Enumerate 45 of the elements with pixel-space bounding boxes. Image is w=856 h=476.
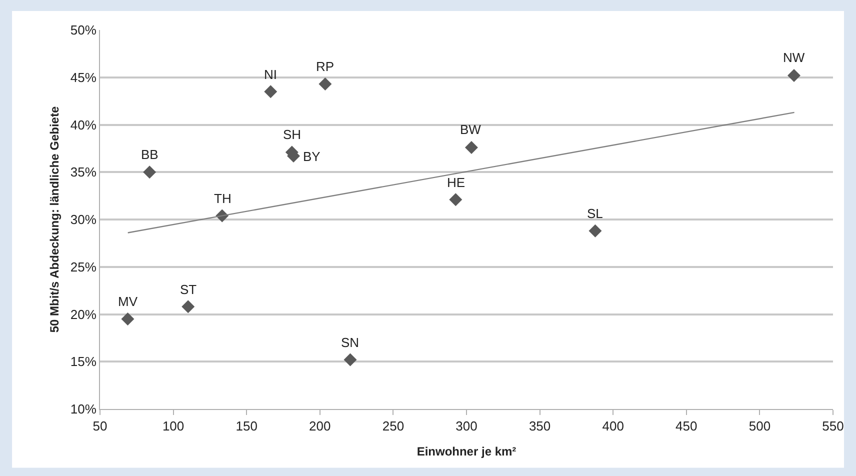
y-tick-label: 35% [70, 164, 97, 180]
x-tick-label: 450 [676, 418, 698, 434]
y-tick-label: 20% [70, 306, 97, 322]
point [264, 85, 278, 98]
x-tick-label: 150 [236, 418, 258, 434]
annotation: BW [460, 122, 482, 137]
point [121, 312, 134, 326]
y-tick-label: 45% [70, 70, 97, 85]
point [449, 193, 462, 206]
y-axis-title: 50 Mbit/s Abdeckung: ländliche Gebiete [48, 106, 62, 333]
annotation: HE [447, 175, 466, 190]
y-tick-label: 40% [70, 117, 97, 132]
annotation: MV [118, 294, 138, 309]
point [182, 300, 195, 314]
annotation: ST [180, 282, 197, 297]
y-tick-label: 25% [70, 259, 97, 274]
annotation: SH [283, 127, 302, 142]
annotation: SL [587, 206, 603, 221]
annotation: RP [316, 59, 334, 74]
annotation: TH [214, 191, 232, 206]
annotation: NI [264, 67, 277, 82]
x-tick-label: 400 [602, 418, 624, 434]
x-tick-label: 250 [382, 418, 404, 434]
point [318, 78, 332, 91]
point [788, 68, 800, 82]
y-tick-label: 50% [70, 22, 97, 38]
y-tick-label: 30% [70, 212, 97, 228]
x-axis-title: Einwohner je km² [416, 444, 516, 458]
x-tick-label: 50 [92, 418, 108, 434]
point [464, 140, 478, 154]
x-tick-label: 550 [822, 418, 844, 434]
annotation: SN [341, 335, 360, 350]
y-tick-label: 10% [70, 402, 97, 417]
annotation: BY [303, 149, 321, 164]
y-tick-label: 15% [70, 354, 97, 370]
point [588, 224, 602, 238]
x-tick-label: 200 [309, 418, 331, 434]
x-tick-label: 500 [748, 418, 771, 434]
point [344, 353, 357, 366]
x-tick-label: 100 [162, 418, 184, 434]
x-tick-label: 350 [528, 418, 551, 434]
point [143, 166, 156, 179]
annotation: BB [141, 147, 158, 162]
x-tick-label: 300 [456, 418, 478, 434]
annotation: NW [783, 50, 806, 65]
